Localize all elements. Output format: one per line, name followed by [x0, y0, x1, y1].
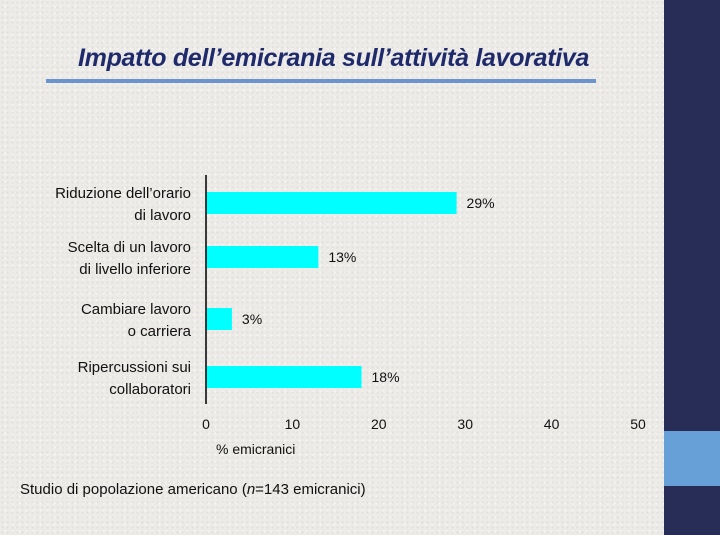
right-band-accent [664, 431, 720, 486]
bar-1 [206, 192, 457, 214]
bar-2 [206, 246, 319, 268]
category-label-1-line-1: Riduzione dell’orario [55, 185, 191, 202]
value-label-1: 29% [467, 195, 495, 211]
bar-4 [206, 366, 362, 388]
category-label-2-line-1: Scelta di un lavoro [68, 239, 191, 256]
title-underline [46, 79, 596, 83]
x-tick-20: 20 [371, 416, 387, 432]
footnote-suffix: =143 emicranici) [255, 481, 366, 498]
value-label-4: 18% [372, 369, 400, 385]
x-tick-40: 40 [544, 416, 560, 432]
x-tick-30: 30 [457, 416, 473, 432]
footnote-n: n [246, 481, 256, 498]
category-label-3-line-1: Cambiare lavoro [81, 301, 191, 318]
footnote-prefix: Studio di popolazione americano ( [20, 481, 247, 498]
value-label-3: 3% [242, 311, 262, 327]
category-label-3-line-2: o carriera [128, 323, 192, 340]
x-tick-10: 10 [285, 416, 301, 432]
category-label-4-line-2: collaboratori [109, 381, 191, 398]
value-label-2: 13% [328, 249, 356, 265]
category-label-2-line-2: di livello inferiore [79, 261, 191, 278]
x-tick-50: 50 [630, 416, 646, 432]
bar-3 [206, 308, 232, 330]
footnote: Studio di popolazione americano (n=143 e… [20, 481, 366, 498]
category-label-4-line-1: Ripercussioni sui [78, 359, 191, 376]
slide-title: Impatto dell’emicrania sull’attività lav… [78, 44, 590, 72]
x-axis-title: % emicranici [216, 441, 295, 457]
category-label-1-line-2: di lavoro [134, 207, 191, 224]
x-tick-0: 0 [202, 416, 210, 432]
